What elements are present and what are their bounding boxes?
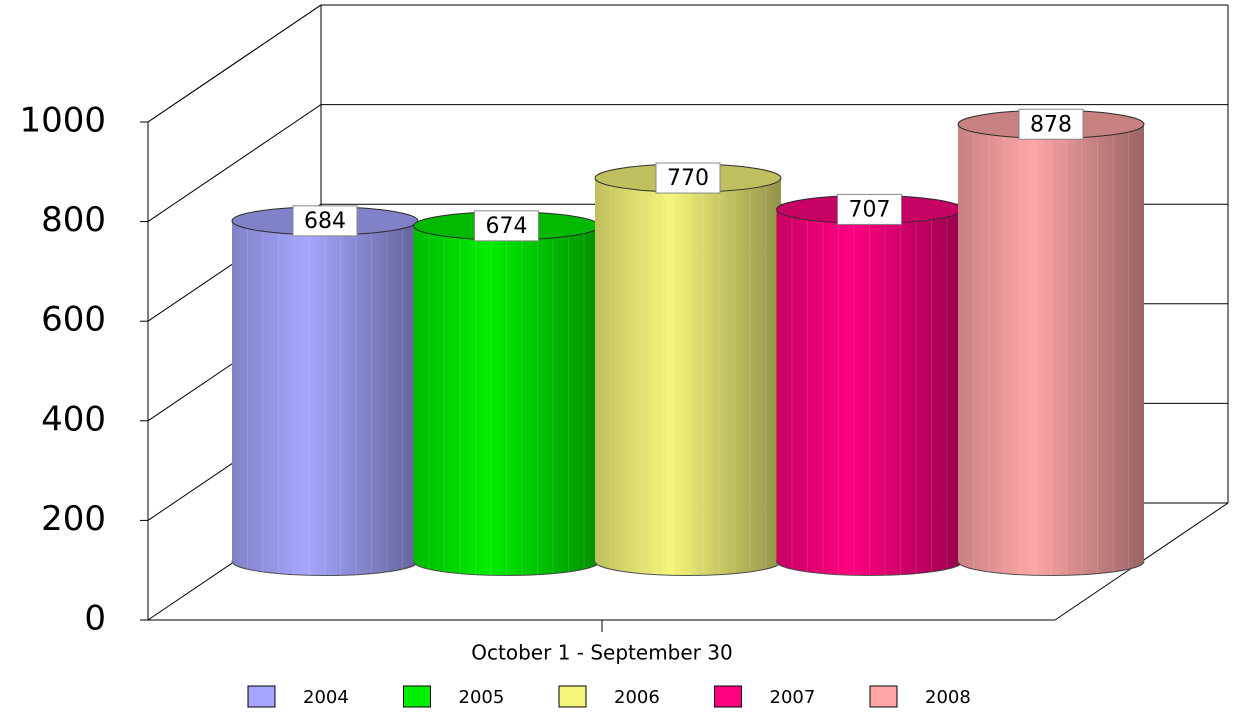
y-tick-label: 600	[41, 300, 106, 340]
bar-shade	[413, 225, 600, 562]
value-label-box	[655, 162, 721, 194]
legend-label: 2006	[614, 687, 660, 708]
legend-label: 2007	[770, 687, 816, 708]
legend-label: 2008	[925, 687, 971, 708]
y-tick-label: 800	[41, 200, 106, 240]
cylinder	[594, 163, 782, 576]
bar-shade	[595, 178, 781, 562]
legend-label: 2004	[303, 687, 349, 708]
value-label-box	[474, 210, 539, 242]
y-tick-label: 400	[41, 399, 106, 439]
value-label-box	[1018, 108, 1084, 140]
value-label: 674	[486, 214, 528, 239]
legend-swatch	[247, 685, 276, 708]
legend-swatch	[403, 685, 431, 708]
value-label: 684	[304, 209, 346, 234]
grid-line	[147, 104, 322, 223]
cylinder	[957, 109, 1145, 576]
x-axis-label: October 1 - September 30	[471, 641, 732, 665]
value-label: 770	[667, 166, 709, 191]
value-label: 878	[1030, 112, 1072, 137]
legend-swatch	[558, 685, 587, 708]
y-tick-label: 0	[84, 599, 106, 639]
y-tick-label: 200	[41, 499, 106, 539]
legend-swatch	[869, 685, 898, 708]
value-label: 707	[849, 197, 891, 222]
bar-shade	[958, 124, 1144, 562]
bar-shade	[776, 209, 963, 562]
legend-label: 2005	[459, 687, 505, 708]
cylinder	[231, 206, 419, 576]
bar-shade	[232, 220, 418, 562]
value-label-box	[837, 193, 902, 225]
legend-swatch	[714, 685, 742, 708]
y-tick-label: 1000	[19, 101, 106, 141]
value-label-box	[292, 205, 358, 237]
grid-line	[147, 4, 322, 123]
cylinder	[413, 211, 600, 576]
cylinder	[776, 194, 963, 576]
